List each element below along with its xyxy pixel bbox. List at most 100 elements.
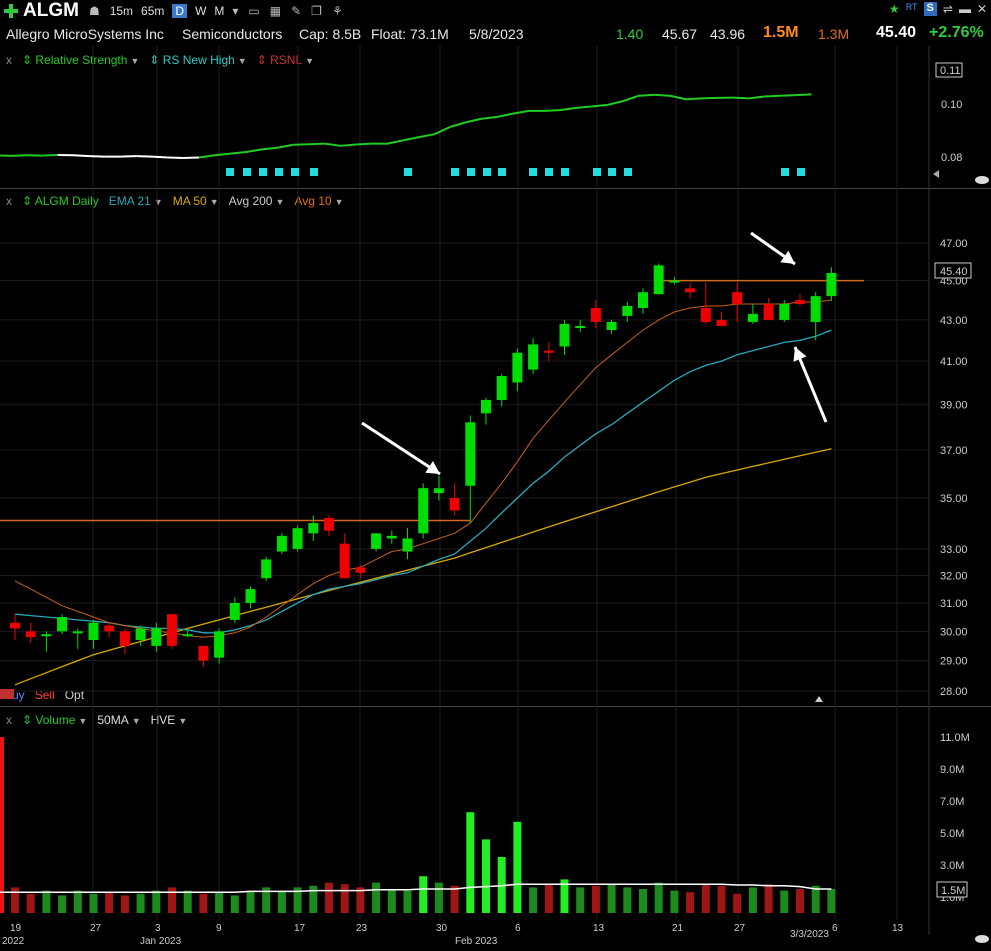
volume-bar [686,892,695,913]
candle [261,556,272,581]
rs-panel-header: x ⇕ Relative Strength ▼ ⇕ RS New High ▼ ⇕ … [0,51,324,69]
timeframe-weekly[interactable]: W [195,4,207,18]
date-label: 30 [436,923,448,934]
network-icon[interactable]: ⚘ [331,4,343,18]
link-icon[interactable]: ⇌ [942,2,953,16]
date-label: 23 [356,923,368,934]
candle-body [795,300,805,304]
price-item-daily[interactable]: ⇕ ALGM Daily [22,194,99,208]
volume-bar [670,890,679,913]
template-icon[interactable]: ▭ [248,4,260,18]
volume-bar [466,812,475,913]
scroll-handle [975,176,989,184]
candle [747,303,758,324]
add-icon[interactable] [3,3,19,19]
candle-body [732,292,743,304]
chevron-down-icon[interactable]: ▾ [232,4,239,18]
volume-bar [497,857,506,913]
rs-line-segment [669,94,687,101]
price-item-ema21[interactable]: EMA 21 ▼ [108,194,163,208]
candle-body [606,321,617,331]
price-panel-header: x ⇕ ALGM Daily EMA 21 ▼ MA 50 ▼ Avg 200 ▼ A… [0,192,353,210]
date-label: 3 [155,923,161,934]
rs-scale-label: 0.10 [941,99,962,111]
candle-body [88,622,99,641]
symbol-title[interactable]: ALGM [23,0,79,21]
grid-icon[interactable]: ▦ [269,4,282,18]
rs-item-new-high[interactable]: ⇕ RS New High ▼ [149,53,247,67]
volume-50ma-item[interactable]: 50MA ▼ [97,713,141,727]
price-item-avg10[interactable]: Avg 10 ▼ [294,194,344,208]
rs-new-high-marker [593,168,601,176]
rs-new-high-marker [451,168,459,176]
scroll-left-icon [933,170,939,178]
candle [716,311,727,326]
market-cap: Cap: 8.5B [299,26,362,42]
date-label: 6 [515,923,521,934]
candle-body [261,559,272,579]
rs-line-segment [701,96,718,100]
rs-item-rsnl[interactable]: ⇕ RSNL ▼ [256,53,315,67]
day-volume: 1.5M [763,24,799,41]
share-icon[interactable]: ☗ [88,4,100,18]
minimize-icon[interactable]: ▬ [958,2,971,16]
timeframe-monthly[interactable]: M [214,4,225,18]
candle [182,628,193,638]
candle-body [622,305,633,316]
date-label: 21 [672,923,684,934]
panel-divider[interactable] [0,188,991,189]
volume-bar [325,882,333,913]
timeframe-daily[interactable]: D [172,4,188,18]
volume-item[interactable]: ⇕ Volume ▼ [22,713,88,727]
candle [167,614,177,649]
candle-body [245,589,256,603]
layers-icon[interactable]: ❐ [311,4,322,18]
date-label: 3/3/2023 [790,929,829,940]
rs-item-relative-strength[interactable]: ⇕ Relative Strength ▼ [22,53,140,67]
close-panel-button[interactable]: x [6,53,12,67]
price-scale-label: 28.00 [940,686,968,698]
timeframe-15m[interactable]: 15m [109,4,134,18]
star-icon[interactable]: ★ [888,2,900,16]
volume-bar [827,889,836,913]
pencil-icon[interactable]: ✎ [291,4,302,18]
date-axis: 19 2022 27 Jan 2023 3 9 17 23 30 Feb 2023 6 13 21 27 3… [2,923,904,947]
scroll-handle [975,935,989,943]
candle [119,628,130,655]
candle [386,530,397,544]
rs-line-segment [387,139,404,145]
rs-new-high-marker [310,168,318,176]
volume-bar [701,884,710,913]
price-scale-label: 35.00 [940,493,968,505]
volume-bar [419,876,428,913]
timeframe-65m[interactable]: 65m [141,4,165,18]
date-label: 19 [10,923,22,934]
close-icon[interactable]: ✕ [976,2,987,16]
realtime-badge[interactable]: RT [905,2,918,12]
price-item-avg200[interactable]: Avg 200 ▼ [228,194,285,208]
price-scale-label: 43.00 [940,315,968,327]
rs-line-segment [214,152,231,157]
volume-bar [136,893,145,913]
volume-bar [309,885,318,913]
close-panel-button[interactable]: x [6,194,12,208]
candle-body [182,634,193,637]
candle-body [151,628,162,646]
panel-divider[interactable] [0,706,991,707]
rs-new-high-marker [561,168,569,176]
close-panel-button[interactable]: x [6,713,12,727]
volume-bar [482,839,490,913]
price-item-ma50[interactable]: MA 50 ▼ [172,194,219,208]
volume-bar [89,893,98,913]
s-badge[interactable]: S [923,2,937,16]
candle [590,300,601,329]
rs-line-segment [732,96,749,100]
candle-body [324,517,334,531]
date-label: 2022 [2,936,25,947]
price-scale-label: 41.00 [940,356,968,368]
volume-bar [591,885,600,913]
rs-line-segment [402,136,420,142]
rs-line-segment [261,146,278,151]
candle [10,614,20,641]
